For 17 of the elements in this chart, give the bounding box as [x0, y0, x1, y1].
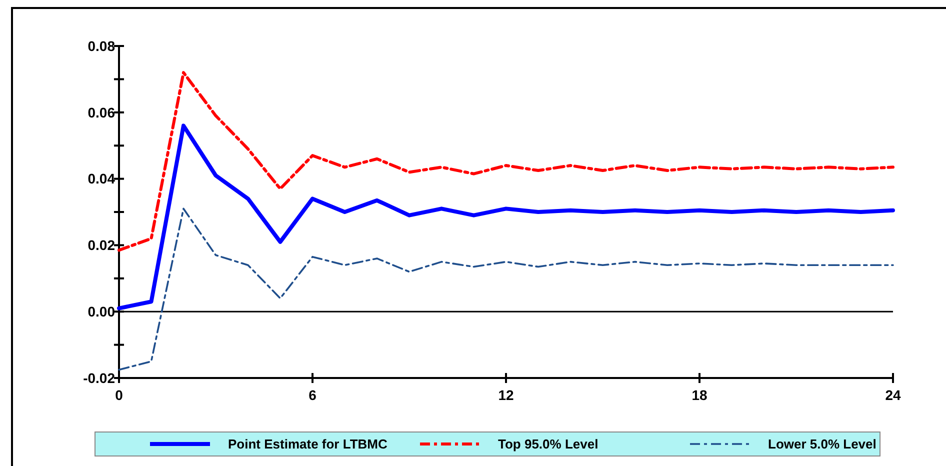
legend-label: Top 95.0% Level: [498, 436, 598, 452]
line-series: [117, 124, 895, 310]
x-tick-label: 6: [308, 387, 317, 403]
y-tick-label: 0.00: [88, 304, 116, 320]
x-tick-label: 0: [115, 387, 124, 403]
legend-label: Point Estimate for LTBMC: [228, 436, 388, 452]
x-tick-label: 18: [692, 387, 708, 403]
y-tick-label: 0.08: [88, 38, 116, 54]
y-tick-label: 0.02: [88, 237, 116, 254]
y-tick-label: 0.04: [88, 170, 116, 187]
x-tick-label: 24: [885, 387, 901, 403]
y-tick-label: 0.06: [88, 104, 116, 120]
legend-label: Lower 5.0% Level: [768, 436, 876, 452]
y-tick-label: -0.02: [83, 370, 116, 386]
line-series: [118, 208, 894, 371]
line-series: [118, 71, 894, 252]
x-tick-label: 12: [498, 387, 514, 403]
